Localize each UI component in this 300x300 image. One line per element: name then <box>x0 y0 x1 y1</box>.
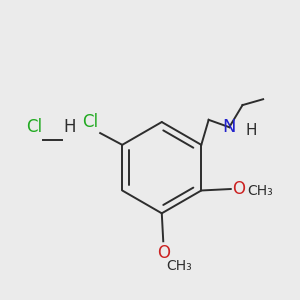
Text: Cl: Cl <box>26 118 43 136</box>
Text: CH₃: CH₃ <box>247 184 273 198</box>
Text: Cl: Cl <box>82 113 98 131</box>
Text: O: O <box>157 244 170 262</box>
Text: N: N <box>223 118 236 136</box>
Text: CH₃: CH₃ <box>166 259 192 273</box>
Text: O: O <box>232 180 244 198</box>
Text: H: H <box>245 123 257 138</box>
Text: H: H <box>63 118 76 136</box>
